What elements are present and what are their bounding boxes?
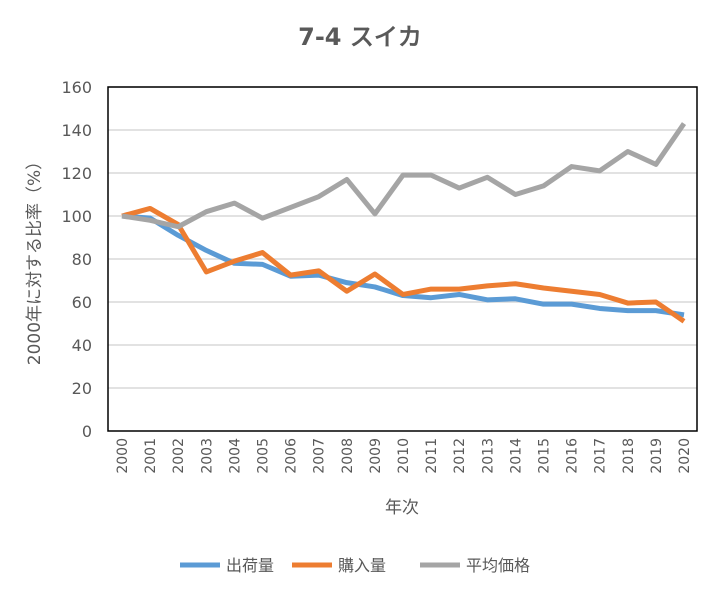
x-tick-label: 2007 [312, 438, 328, 474]
x-axis-label: 年次 [385, 498, 419, 518]
y-tick-label: 100 [61, 207, 92, 226]
x-tick-label: 2015 [537, 438, 553, 474]
legend-label: 平均価格 [466, 556, 530, 575]
x-tick-label: 2009 [368, 438, 384, 474]
x-tick-label: 2010 [396, 438, 412, 474]
series-line-0 [121, 213, 685, 318]
x-tick-label: 2017 [593, 438, 609, 474]
x-tick-label: 2000 [115, 438, 131, 474]
legend-label: 出荷量 [226, 556, 274, 575]
y-tick-label: 60 [72, 293, 92, 312]
y-tick-label: 80 [72, 250, 92, 269]
x-tick-label: 2013 [480, 438, 496, 474]
y-axis-label: 2000年に対する比率（%） [25, 153, 45, 365]
y-tick-label: 0 [82, 422, 92, 441]
x-tick-label: 2006 [284, 438, 300, 474]
series-line-1 [121, 205, 686, 324]
chart-title: 7-4 スイカ [298, 23, 422, 51]
x-tick-label: 2005 [256, 438, 272, 474]
x-tick-label: 2016 [565, 438, 581, 474]
y-tick-label: 20 [72, 379, 92, 398]
x-tick-label: 2004 [227, 438, 243, 474]
x-tick-label: 2019 [649, 438, 665, 474]
x-tick-label: 2003 [199, 438, 215, 474]
legend-label: 購入量 [338, 556, 386, 575]
y-tick-label: 40 [72, 336, 92, 355]
y-tick-label: 140 [61, 121, 92, 140]
x-tick-label: 2018 [621, 438, 637, 474]
x-tick-label: 2011 [424, 438, 440, 474]
x-tick-label: 2001 [143, 438, 159, 474]
x-tick-label: 2012 [452, 438, 468, 474]
plot-area [107, 86, 698, 432]
y-tick-label: 160 [61, 78, 92, 97]
x-tick-label: 2002 [171, 438, 187, 474]
y-tick-label: 120 [61, 164, 92, 183]
x-tick-label: 2008 [340, 438, 356, 474]
x-tick-label: 2020 [677, 438, 693, 474]
x-tick-label: 2014 [508, 438, 524, 474]
